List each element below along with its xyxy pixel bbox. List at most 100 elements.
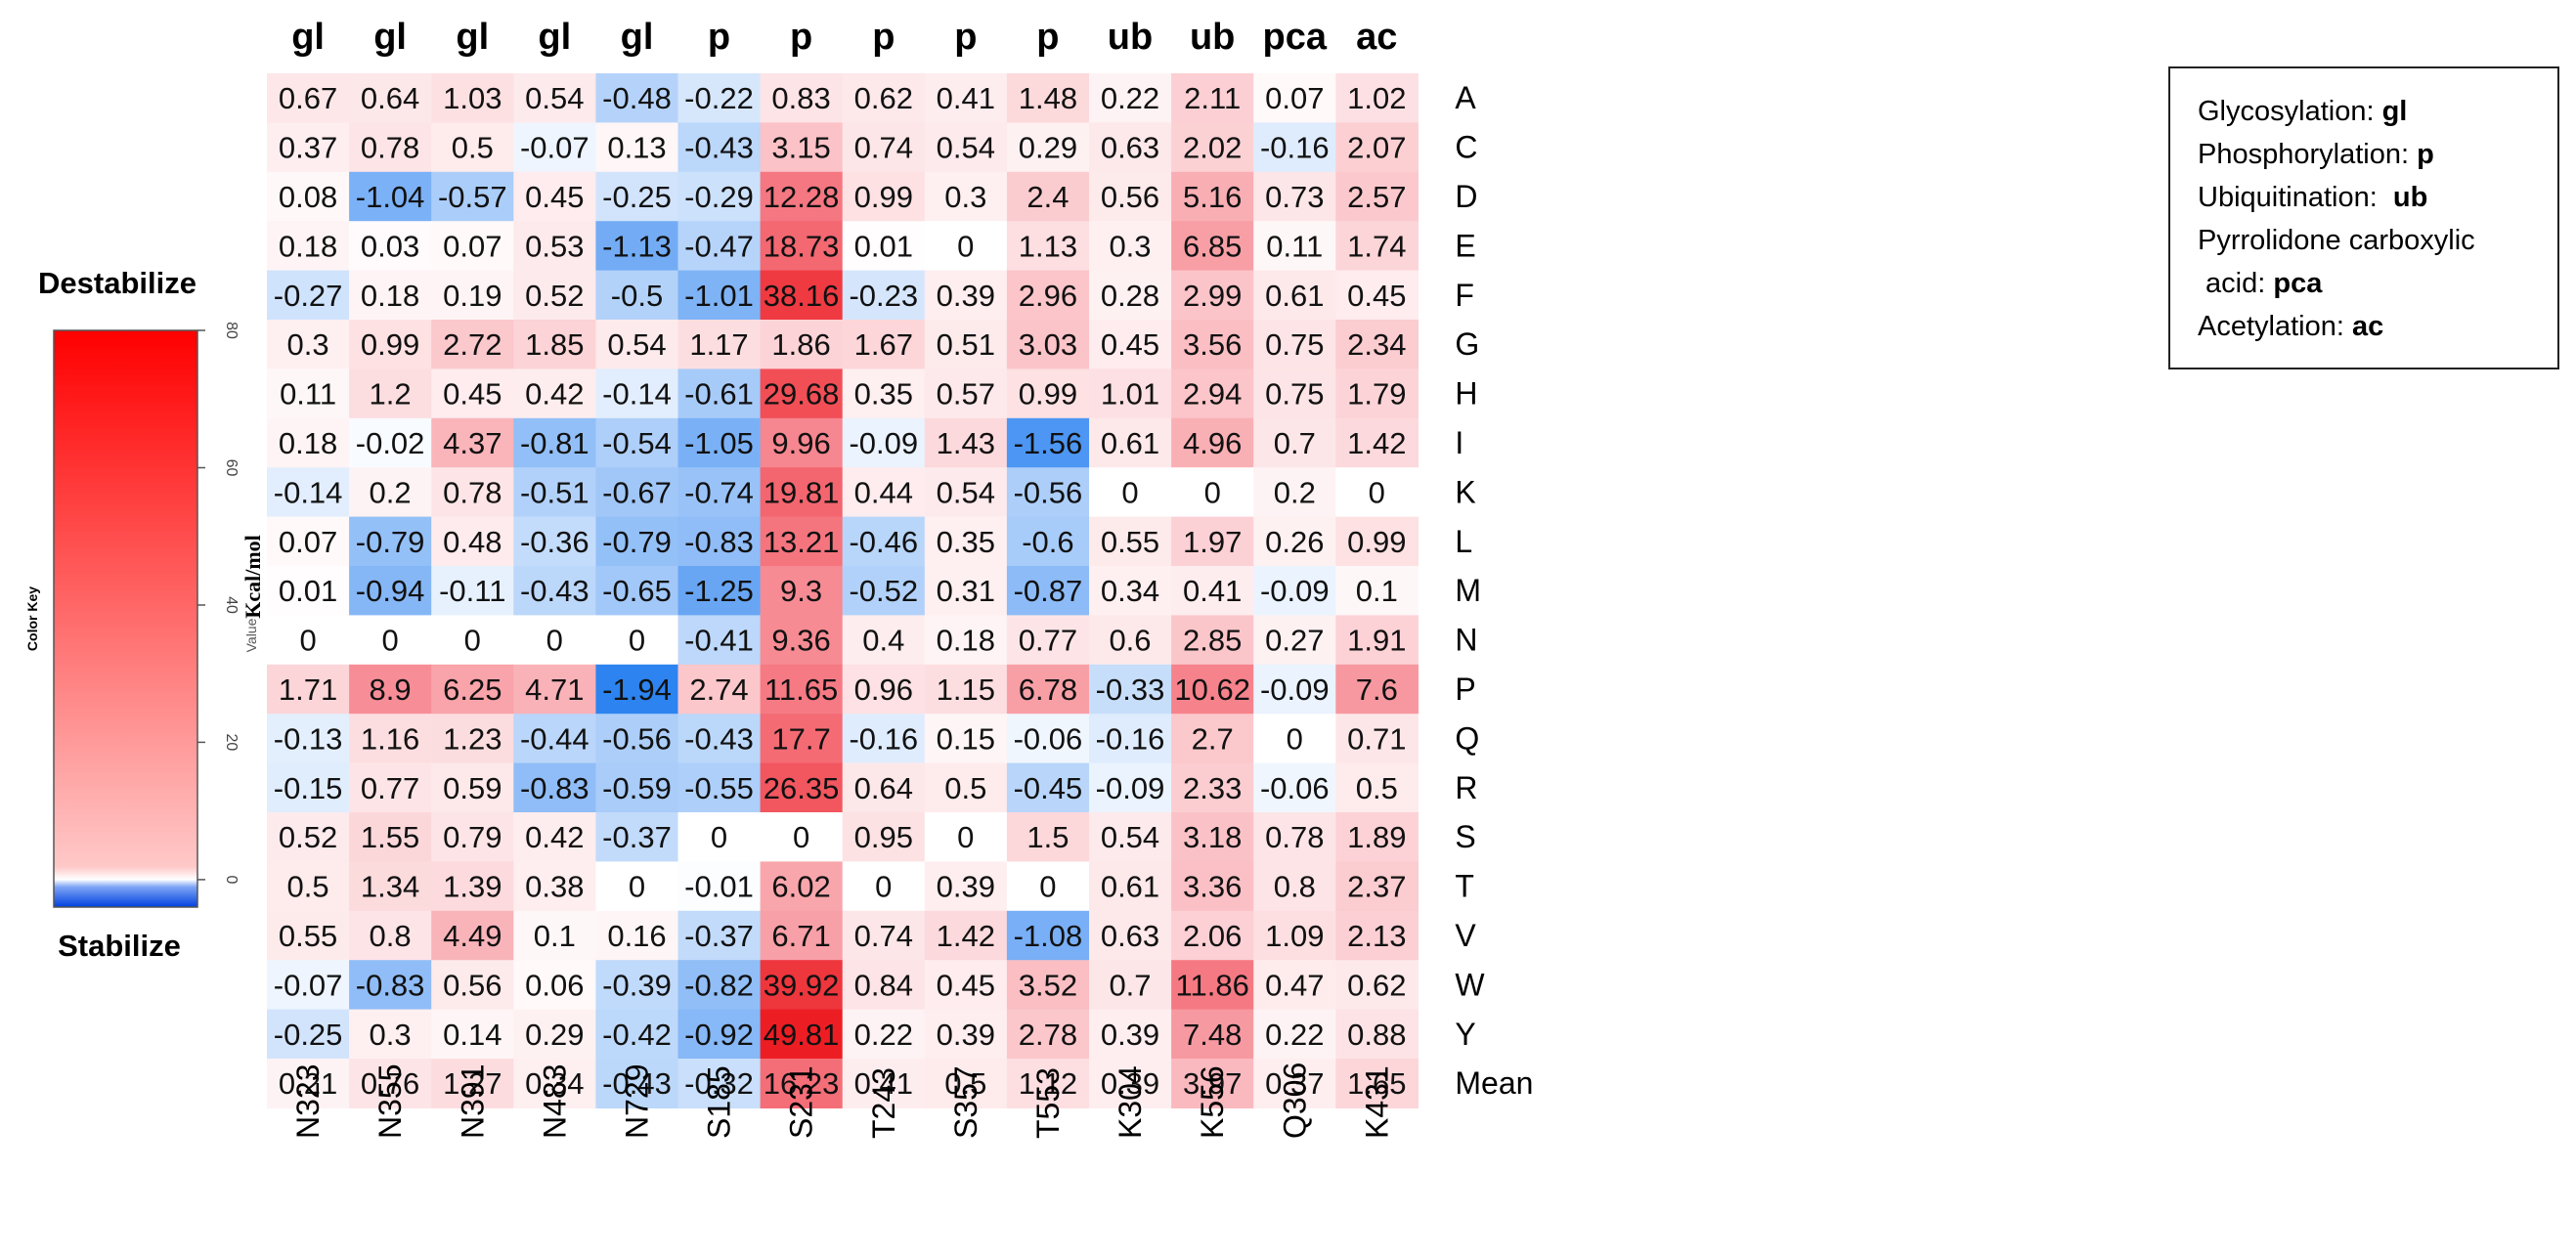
heatmap-cell: [924, 812, 1008, 862]
cell-value-label: 0.45: [443, 377, 502, 412]
cell-value-label: 2.33: [1183, 771, 1242, 805]
heatmap-cell: [677, 664, 762, 715]
cell-value-label: 0.18: [279, 426, 337, 460]
cell-value-label: -0.33: [1096, 672, 1165, 707]
cell-value-label: -0.37: [602, 820, 672, 854]
cell-value-label: 0: [957, 229, 974, 263]
cell-value-label: 0.55: [279, 919, 337, 953]
legend-text: Glycosylation:: [2198, 96, 2382, 127]
cell-value-label: 0.83: [771, 81, 830, 115]
cell-value-label: -0.13: [274, 721, 343, 756]
heatmap-cell: [760, 171, 844, 222]
color-key: Destabilize Color Key 0 20 40 60 80 Kcal/mol…: [24, 266, 265, 963]
heatmap-cell: [349, 812, 432, 862]
heatmap-cell: [1335, 664, 1419, 715]
column-group-label: ub: [1108, 17, 1153, 58]
cell-value-label: 1.67: [854, 327, 913, 362]
heatmap-cell: [1006, 171, 1090, 222]
heatmap-cell: [677, 270, 762, 321]
heatmap-cell: [1171, 714, 1254, 764]
heatmap-cell: [1171, 664, 1254, 715]
heatmap-cell: [677, 861, 762, 912]
legend-text: Phosphorylation:: [2198, 139, 2418, 170]
heatmap-cell: [1089, 762, 1172, 813]
heatmap-cell: [349, 1059, 432, 1108]
heatmap-cell: [595, 320, 679, 369]
cell-value-label: 0.55: [1101, 525, 1159, 559]
heatmap-cell: [349, 664, 432, 715]
column-group-labels: gl gl gl gl gl p p p p p ub ub pca ac: [291, 17, 1397, 58]
heatmap-cell: [513, 516, 596, 567]
heatmap-cell: [1006, 73, 1090, 123]
heatmap-cell: [595, 417, 679, 468]
legend-line: Pyrrolidone carboxylic: [2198, 219, 2557, 262]
column-group-label: p: [954, 17, 977, 58]
heatmap-cell: [760, 1009, 844, 1060]
heatmap-cell: [1006, 122, 1090, 173]
cell-value-label: 0.11: [1266, 229, 1323, 263]
heatmap-cell: [1253, 171, 1336, 222]
cell-value-label: 0.71: [1347, 721, 1406, 756]
heatmap-cell: [1171, 171, 1254, 222]
cell-value-label: 0.22: [1101, 81, 1159, 115]
cell-value-label: 0.7: [1109, 968, 1151, 1002]
cell-value-label: 0.42: [525, 820, 584, 854]
column-group-label: ac: [1356, 17, 1397, 58]
cell-value-label: 0.39: [1101, 1066, 1159, 1101]
cell-value-label: -0.14: [602, 377, 672, 412]
cell-value-label: 13.21: [764, 525, 840, 559]
cell-value-label: 11.65: [764, 672, 838, 707]
heatmap-cell: [760, 221, 844, 272]
heatmap-cell: [677, 221, 762, 272]
row-label: A: [1455, 80, 1476, 115]
cell-value-label: -1.94: [602, 672, 672, 707]
cell-value-label: -0.39: [602, 968, 672, 1002]
cell-value-label: 0.38: [525, 870, 584, 904]
heatmap-cell: [513, 762, 596, 813]
cell-value-label: 0.5: [944, 1066, 986, 1101]
heatmap-cell: [431, 960, 514, 1011]
cell-value-label: 0.52: [525, 279, 584, 313]
heatmap-cell: [677, 960, 762, 1011]
row-label: H: [1455, 376, 1477, 412]
heatmap-cell: [267, 960, 350, 1011]
heatmap-cell: [842, 714, 926, 764]
heatmap-cell: [1089, 1059, 1172, 1108]
cell-value-label: 6.85: [1183, 229, 1242, 263]
row-label: G: [1455, 326, 1479, 362]
cell-value-label: -0.01: [684, 870, 754, 904]
cell-value-label: 0.5: [287, 870, 329, 904]
heatmap-cell: [267, 664, 350, 715]
heatmap-cell: [1006, 467, 1090, 518]
heatmap-cell: [513, 171, 596, 222]
cell-value-label: 2.78: [1019, 1018, 1077, 1052]
column-group-label: p: [708, 17, 730, 58]
column-group-label: pca: [1263, 17, 1328, 58]
heatmap-cell: [760, 910, 844, 961]
heatmap-cell: [349, 221, 432, 272]
cell-value-label: 0.84: [854, 968, 913, 1002]
cell-value-label: 0.62: [854, 81, 913, 115]
heatmap-cell: [760, 566, 844, 616]
heatmap-cell: [1089, 1009, 1172, 1060]
cell-value-label: 0.75: [1265, 327, 1324, 362]
cell-value-label: 2.85: [1183, 624, 1242, 658]
cell-value-label: 0.54: [1101, 820, 1159, 854]
heatmap-cell: [924, 369, 1008, 419]
cell-value-label: 0.45: [1101, 327, 1159, 362]
cell-value-label: -0.42: [602, 1018, 672, 1052]
column-labels: N323 N355 N391 N483 N729 S185 S231 T243 S357 T553…: [290, 1063, 1394, 1139]
legend-box: Glycosylation: gl Phosphorylation: p Ubiqu…: [2168, 66, 2559, 369]
cell-value-label: -0.43: [684, 721, 754, 756]
color-key-bar: [53, 329, 198, 908]
heatmap-cell: [1006, 861, 1090, 912]
heatmap-cell: [1171, 1009, 1254, 1060]
cell-value-label: 7.48: [1183, 1018, 1242, 1052]
row-label: F: [1455, 278, 1474, 313]
cell-value-label: 1.01: [1101, 377, 1159, 412]
heatmap-cell: [267, 1059, 350, 1108]
column-label: K431: [1359, 1065, 1394, 1139]
heatmap-cell: [1006, 615, 1090, 666]
heatmap-cell: [1171, 861, 1254, 912]
